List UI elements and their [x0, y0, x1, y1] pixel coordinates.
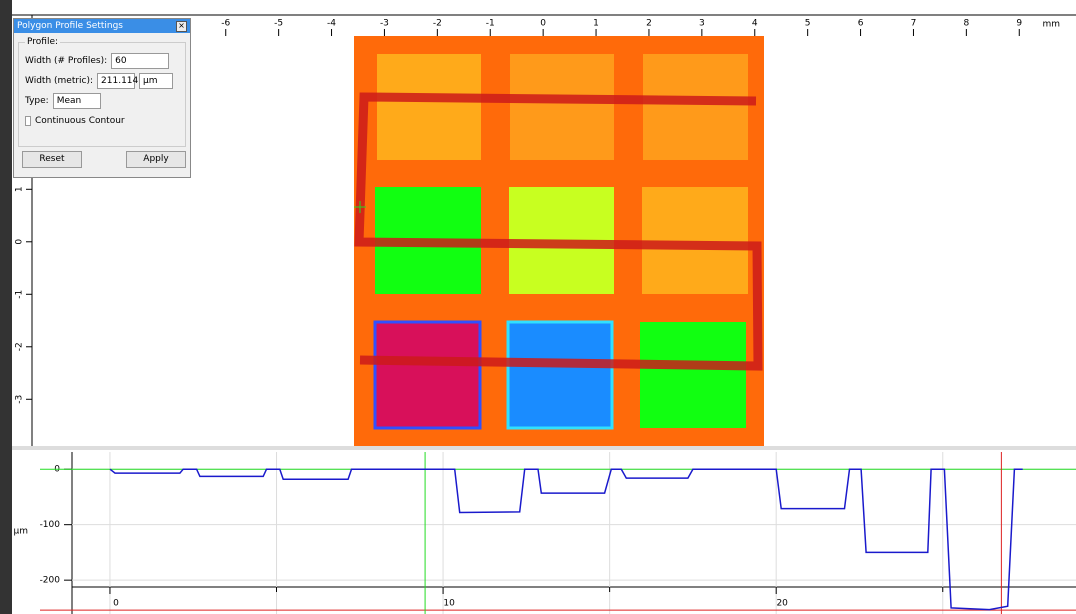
- ruler-label: -6: [221, 19, 230, 29]
- height-map: [354, 36, 764, 446]
- checkbox[interactable]: [25, 116, 31, 126]
- title-text: Polygon Profile Settings: [17, 21, 123, 31]
- ruler-label: -4: [327, 19, 336, 29]
- x-tick-label: 10: [443, 599, 455, 609]
- pad: [643, 54, 748, 160]
- ruler-label: 1: [593, 19, 599, 29]
- splitter[interactable]: [12, 446, 1076, 450]
- label: Continuous Contour: [35, 116, 125, 126]
- ruler-label: 6: [858, 19, 864, 29]
- pad: [510, 54, 614, 160]
- x-tick-label: 20: [776, 599, 788, 609]
- ruler-label: 8: [963, 19, 969, 29]
- window-border: [0, 0, 12, 614]
- type-combo[interactable]: Mean: [53, 93, 101, 109]
- label: Width (# Profiles):: [25, 56, 107, 66]
- close-button[interactable]: ×: [176, 21, 187, 32]
- pad: [640, 322, 746, 428]
- ruler-label: -1: [15, 290, 25, 299]
- ruler-label: 0: [15, 239, 25, 245]
- unit-combo[interactable]: µm: [139, 73, 173, 89]
- ruler-label: 5: [805, 19, 811, 29]
- y-tick-label: -100: [40, 520, 61, 530]
- ruler-label: 1: [15, 186, 25, 192]
- reset-button[interactable]: Reset: [22, 151, 82, 168]
- dialog-title: Polygon Profile Settings ×: [14, 19, 190, 33]
- ruler-unit: mm: [1042, 20, 1060, 30]
- pad: [375, 322, 480, 428]
- profile-line: [110, 469, 1023, 609]
- pad: [377, 54, 481, 160]
- group-label: Profile:: [25, 37, 60, 47]
- apply-button[interactable]: Apply: [126, 151, 186, 168]
- ruler-label: 3: [699, 19, 705, 29]
- label: Type:: [25, 96, 49, 106]
- settings-dialog: Polygon Profile Settings × Profile: Width…: [13, 18, 191, 178]
- spinbox[interactable]: 60: [111, 53, 169, 69]
- y-tick-label: -200: [40, 576, 61, 586]
- y-axis-label: µm: [14, 527, 29, 537]
- app: mm µm -6-5-4-3-2-1012345678910-1-2-30102…: [0, 0, 1076, 614]
- ruler-label: 9: [1016, 19, 1022, 29]
- profile-group: Profile: Width (# Profiles): 60 Width (me…: [18, 37, 186, 147]
- ruler-label: 7: [911, 19, 917, 29]
- ruler-label: -2: [15, 342, 25, 351]
- ruler-label: 0: [540, 19, 546, 29]
- pad: [642, 187, 748, 294]
- ruler-label: -2: [433, 19, 442, 29]
- ruler-label: -3: [380, 19, 389, 29]
- text-input[interactable]: 211.114: [97, 73, 135, 89]
- ruler-label: -3: [15, 395, 25, 404]
- label: Width (metric):: [25, 76, 93, 86]
- pad: [508, 322, 612, 428]
- ruler-label: 2: [646, 19, 652, 29]
- ruler-label: -1: [486, 19, 495, 29]
- x-tick-label: 0: [113, 599, 119, 609]
- ruler-label: 4: [752, 19, 758, 29]
- ruler-label: -5: [274, 19, 283, 29]
